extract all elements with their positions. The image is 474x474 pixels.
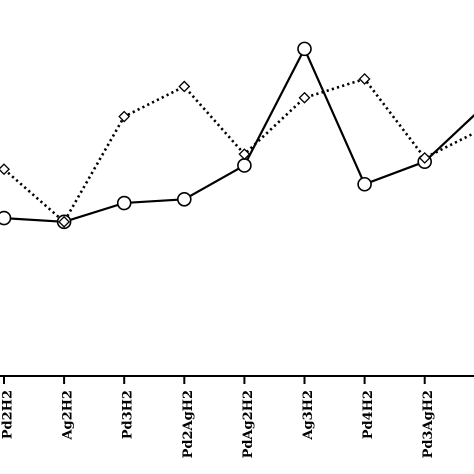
x-tick-label: Pd2H2 <box>1 390 16 439</box>
x-tick-label: Pd3H2 <box>121 390 136 439</box>
x-tick-label: Pd3AgH2 <box>421 390 436 458</box>
series-1-point <box>116 195 132 211</box>
series-2-point <box>178 80 191 93</box>
series-markers <box>0 41 433 230</box>
series-1-point <box>177 191 192 207</box>
series-1-point <box>357 176 372 192</box>
series-2-point <box>238 148 251 161</box>
series-1-point <box>237 158 252 173</box>
series-2-point <box>0 163 10 176</box>
series-2-point <box>58 215 71 228</box>
series-2-point <box>418 152 431 164</box>
series-2-point <box>298 91 311 104</box>
series-1-point <box>0 210 12 226</box>
x-tick-label: PdAg2H2 <box>241 390 256 458</box>
series-2-point <box>118 110 131 123</box>
x-tick-label: Ag3H2 <box>301 390 316 441</box>
x-axis-ticks <box>3 376 426 384</box>
series-1-point <box>297 41 312 57</box>
series-1-line <box>3 47 474 223</box>
x-tick-label: Pd4H2 <box>361 390 376 439</box>
x-tick-label: Ag2H2 <box>61 390 76 441</box>
x-axis-tick-labels: Pd2H2 Ag2H2 Pd3H2 Pd2AgH2 PdAg2H2 Ag3H2 Pd4H2 P… <box>1 390 437 458</box>
series-2-line <box>3 77 474 224</box>
x-tick-label: Pd2AgH2 <box>181 390 196 458</box>
series-lines <box>3 47 474 224</box>
series-2-point <box>358 73 371 85</box>
